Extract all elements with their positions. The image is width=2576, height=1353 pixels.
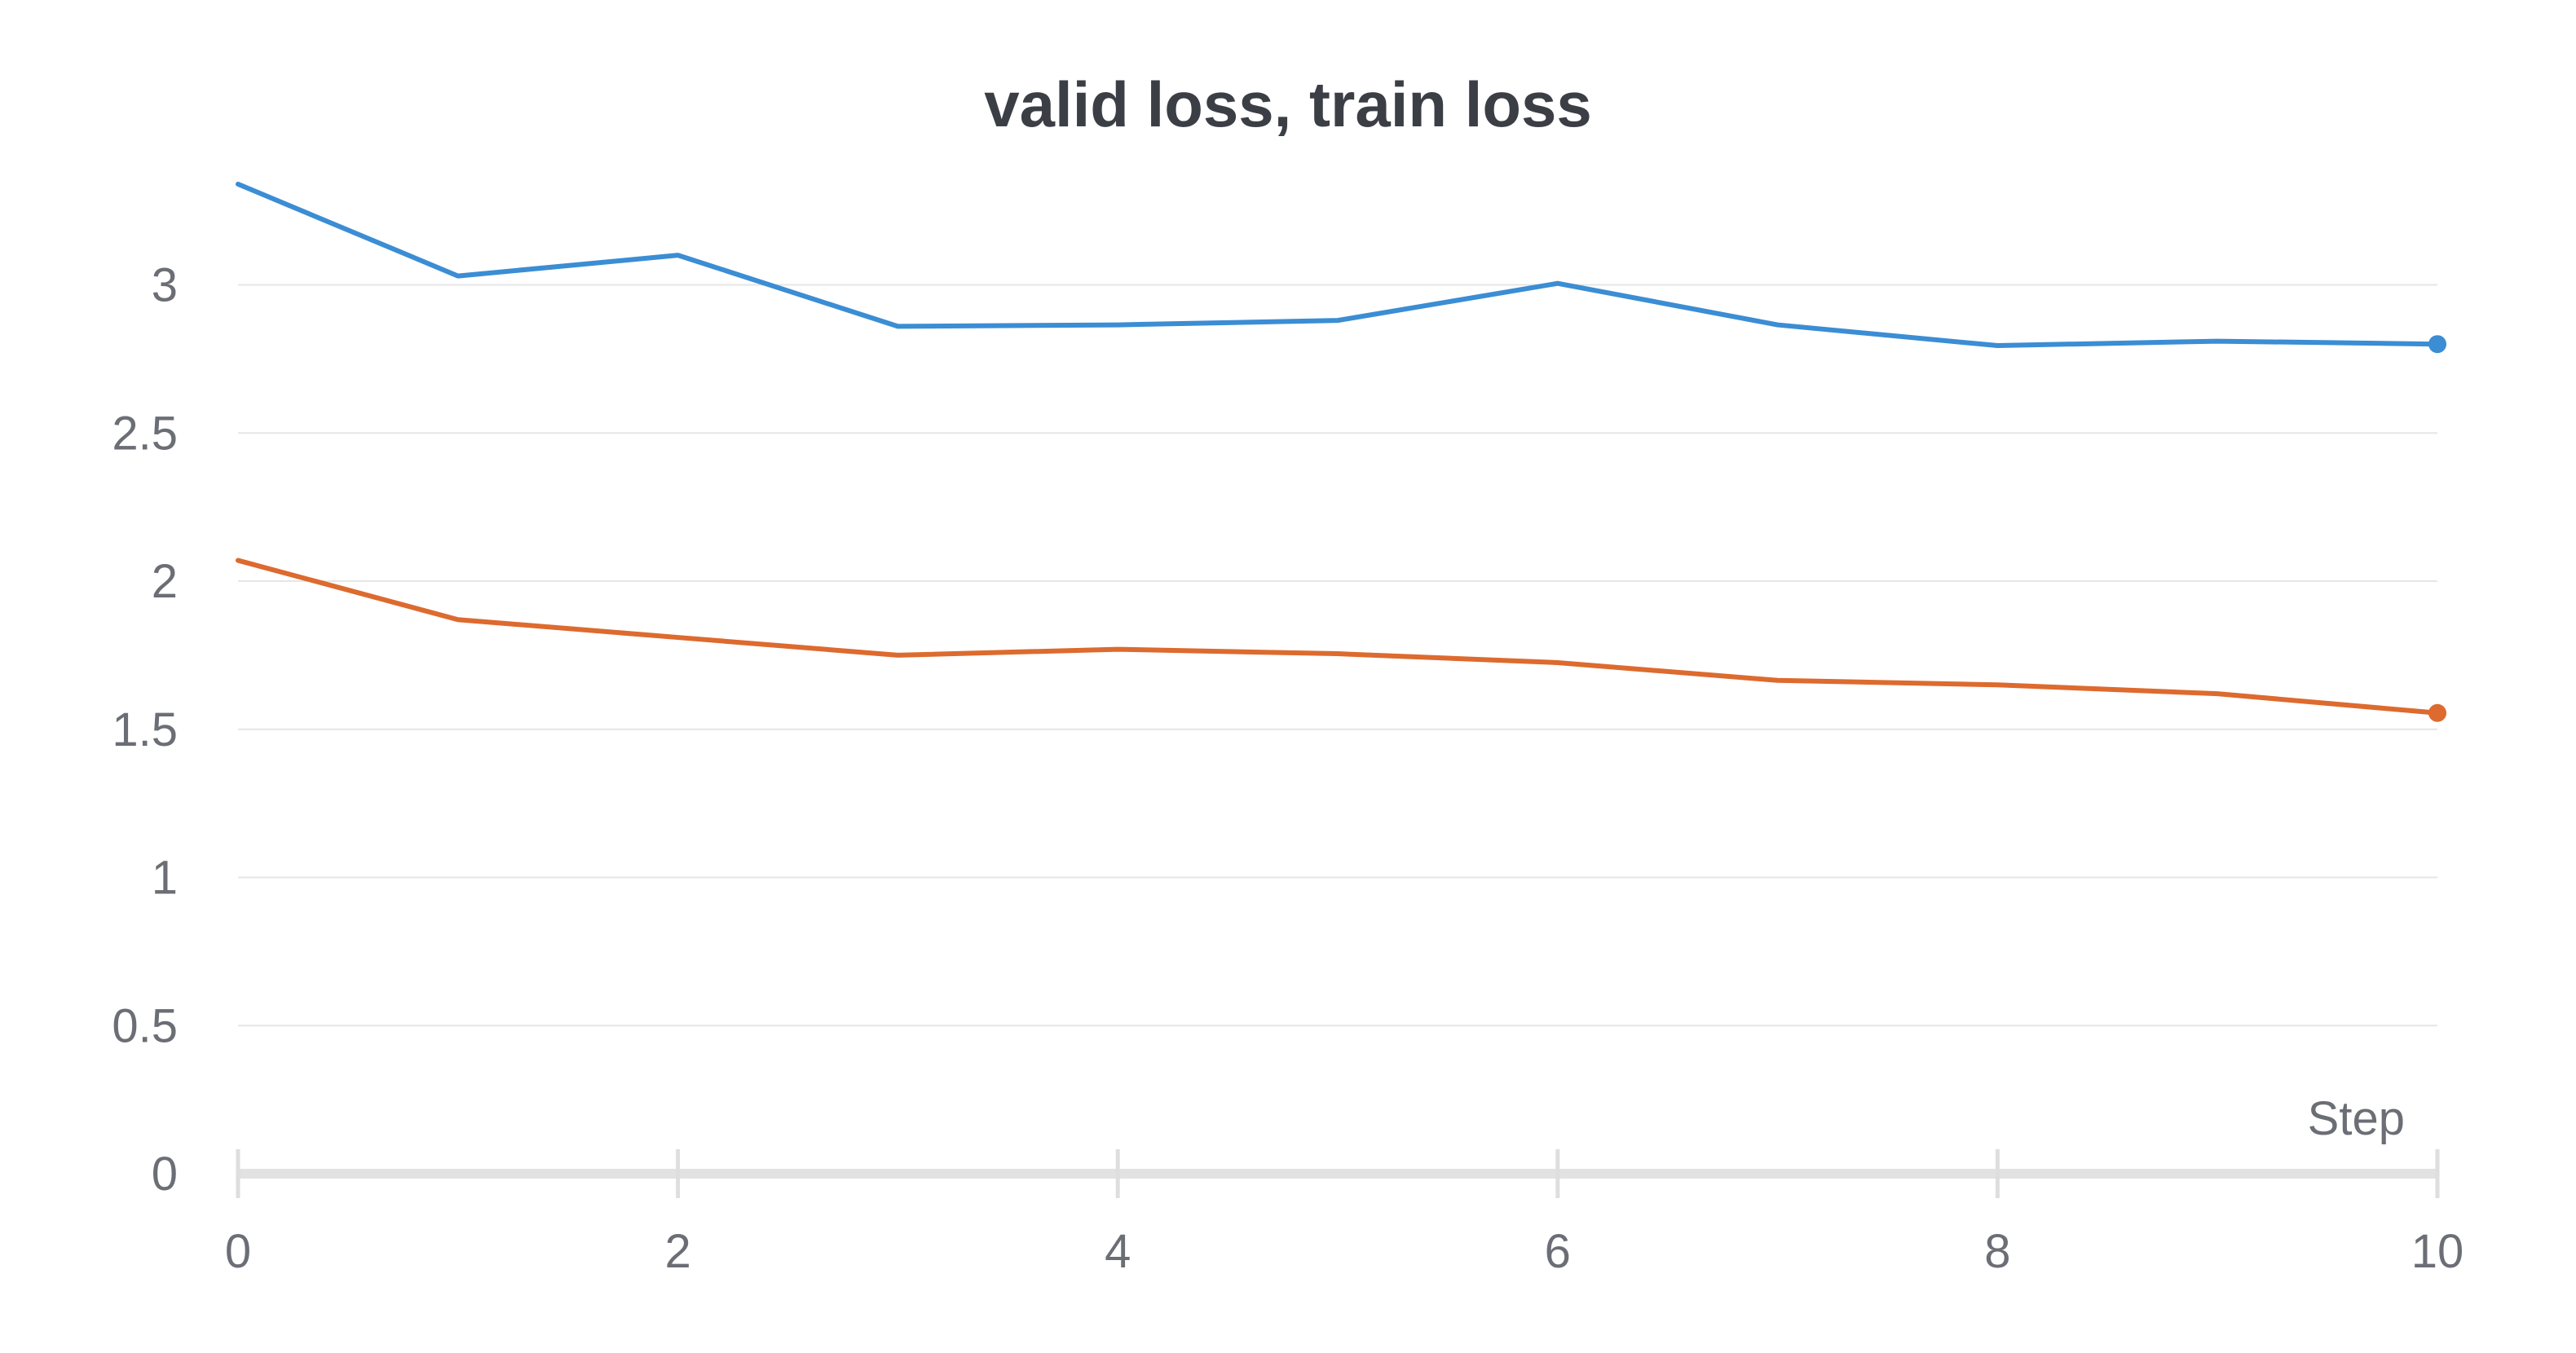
series-end-marker-1 [2428,335,2446,354]
y-tick-label: 0.5 [112,999,178,1052]
series-line-1 [236,181,2440,349]
y-tick-label: 1.5 [112,703,178,756]
y-axis-ticks: 0 0.5 1 1.5 2 2.5 3 [112,259,178,1201]
series-line-2 [236,558,2440,716]
y-tick-label: 3 [152,259,178,312]
series-group [236,181,2446,722]
x-tick-label: 6 [1545,1225,1571,1278]
x-axis-label: Step [2308,1092,2405,1145]
x-tick-label: 2 [664,1225,690,1278]
y-tick-label: 1 [152,852,178,905]
y-tick-label: 2.5 [112,407,178,460]
gridlines [238,284,2437,1027]
x-tick-label: 8 [1984,1225,2010,1278]
series-end-marker-2 [2428,703,2446,722]
chart-title: valid loss, train loss [984,68,1592,140]
x-axis: 0 2 4 6 8 10 [225,1149,2464,1278]
y-tick-label: 0 [152,1148,178,1201]
x-tick-label: 4 [1105,1225,1131,1278]
y-tick-label: 2 [152,555,178,608]
x-tick-label: 10 [2411,1225,2464,1278]
x-tick-label: 0 [225,1225,251,1278]
